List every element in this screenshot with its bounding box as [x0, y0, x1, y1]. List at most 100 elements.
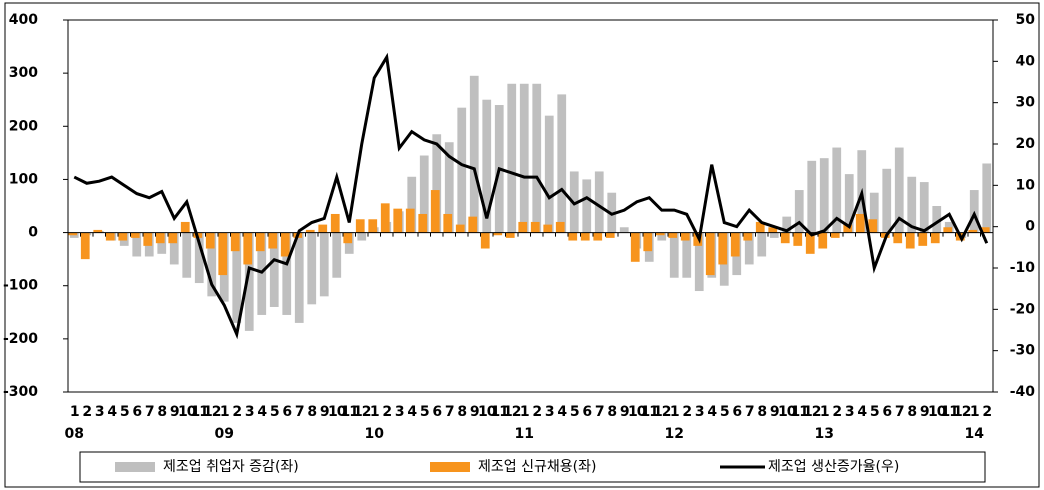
x-tick-label: 12	[803, 404, 821, 420]
bar	[680, 232, 690, 241]
bar	[443, 213, 453, 233]
bar	[482, 99, 492, 233]
x-tick-label: 4	[857, 404, 867, 420]
bar	[743, 232, 753, 241]
bar	[869, 192, 879, 233]
bar	[268, 232, 278, 249]
bar	[469, 75, 479, 233]
x-tick-label: 12	[503, 404, 521, 420]
x-tick-label: 8	[907, 404, 916, 420]
bar	[593, 232, 603, 241]
bar	[594, 171, 604, 233]
year-label: 12	[665, 426, 684, 442]
bar	[168, 232, 178, 244]
x-tick-label: 6	[882, 404, 891, 420]
x-tick-label: 11	[341, 404, 359, 420]
x-tick-label: 5	[570, 404, 579, 420]
bar	[457, 107, 467, 233]
year-label: 09	[215, 426, 234, 442]
x-tick-label: 12	[353, 404, 371, 420]
bar	[143, 232, 153, 246]
x-tick-label: 5	[870, 404, 879, 420]
bar	[543, 224, 553, 233]
x-tick-label: 11	[941, 404, 959, 420]
y2-tick-label: -20	[1010, 301, 1036, 317]
bar	[182, 232, 192, 278]
x-tick-label: 1	[520, 404, 529, 420]
bar	[332, 232, 342, 278]
x-tick-label: 2	[832, 404, 841, 420]
bar	[307, 232, 317, 305]
legend-swatch	[430, 462, 470, 472]
x-tick-label: 6	[432, 404, 441, 420]
bar	[343, 232, 353, 244]
y2-tick-label: -40	[1010, 384, 1036, 400]
bar	[68, 232, 78, 236]
bar	[418, 213, 428, 233]
bar	[444, 142, 454, 233]
bar	[655, 232, 665, 236]
bar	[130, 232, 140, 238]
bar	[780, 232, 790, 244]
legend-box	[79, 451, 986, 483]
y2-tick-label: 30	[1016, 95, 1036, 111]
y2-tick-label: 0	[1025, 219, 1035, 235]
x-tick-label: 8	[607, 404, 616, 420]
x-tick-label: 2	[232, 404, 241, 420]
bar	[244, 232, 254, 331]
x-tick-label: 7	[895, 404, 904, 420]
y2-tick-label: 40	[1016, 53, 1036, 69]
x-tick-label: 7	[745, 404, 754, 420]
bar	[580, 232, 590, 241]
bar	[582, 179, 592, 233]
y-tick-label: 400	[9, 12, 38, 28]
x-tick-label: 1	[70, 404, 79, 420]
bar	[730, 232, 740, 257]
x-tick-label: 7	[295, 404, 304, 420]
bar	[555, 221, 565, 233]
year-label: 13	[815, 426, 834, 442]
bar	[305, 229, 315, 233]
bar	[468, 216, 478, 233]
x-tick-label: 3	[695, 404, 704, 420]
bar	[982, 163, 992, 233]
bar	[768, 227, 778, 233]
x-tick-label: 12	[203, 404, 221, 420]
bar	[694, 232, 704, 292]
outer-frame	[4, 2, 1040, 488]
bar	[893, 232, 903, 244]
x-tick-label: 12	[653, 404, 671, 420]
x-tick-label: 3	[395, 404, 404, 420]
x-tick-label: 9	[620, 404, 629, 420]
y-tick-label: -300	[3, 384, 38, 400]
x-tick-label: 4	[107, 404, 117, 420]
x-tick-label: 9	[170, 404, 179, 420]
bar	[318, 224, 328, 233]
bar	[319, 232, 329, 297]
bar	[818, 232, 828, 249]
y-tick-label: 200	[9, 118, 38, 134]
bar	[393, 208, 403, 233]
bar	[280, 232, 290, 257]
legend-swatch	[115, 462, 155, 472]
x-tick-label: 4	[257, 404, 267, 420]
bar	[430, 190, 440, 233]
bar	[918, 232, 928, 246]
bar	[932, 206, 942, 233]
bar	[755, 221, 765, 233]
x-tick-label: 3	[245, 404, 254, 420]
bar	[530, 221, 540, 233]
x-tick-label: 6	[282, 404, 291, 420]
x-tick-label: 11	[791, 404, 809, 420]
bar	[630, 232, 640, 262]
bar	[930, 232, 940, 244]
x-tick-label: 1	[670, 404, 679, 420]
x-tick-label: 7	[445, 404, 454, 420]
legend-label: 제조업 취업자 증감(좌)	[163, 459, 299, 475]
bar	[232, 232, 242, 323]
bar	[93, 229, 103, 233]
bar	[207, 232, 217, 297]
bar	[868, 219, 878, 233]
x-tick-label: 10	[178, 404, 197, 420]
